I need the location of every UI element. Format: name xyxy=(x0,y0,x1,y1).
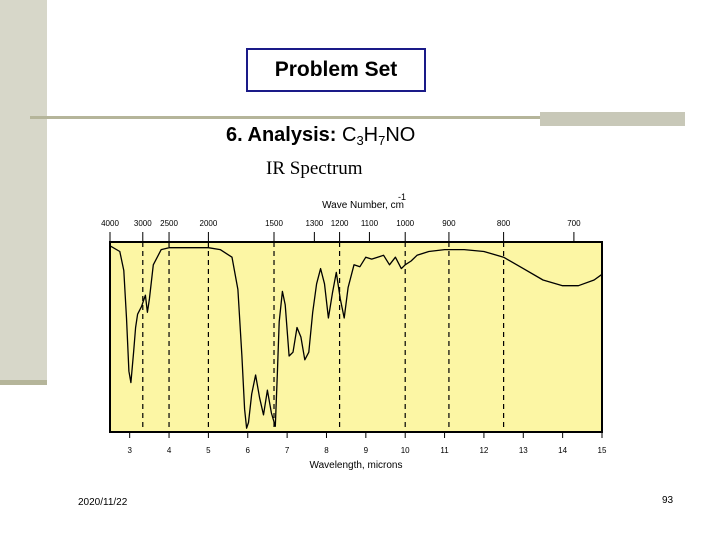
micron-tick-label: 3 xyxy=(127,446,132,455)
wavenumber-tick-label: 1300 xyxy=(305,219,323,228)
wavenumber-tick-label: 1500 xyxy=(265,219,283,228)
wavenumber-tick-label: 1100 xyxy=(361,219,379,228)
wavenumber-tick-label: 4000 xyxy=(101,219,119,228)
analysis-label: 6. Analysis: xyxy=(226,124,337,146)
micron-tick-label: 13 xyxy=(519,446,528,455)
slide-title: Problem Set xyxy=(246,48,426,92)
wavenumber-tick-label: 3000 xyxy=(134,219,152,228)
micron-tick-label: 15 xyxy=(598,446,607,455)
footer-date: 2020/11/22 xyxy=(78,497,128,508)
spectrum-title: IR Spectrum xyxy=(266,158,363,179)
micron-tick-label: 5 xyxy=(206,446,211,455)
micron-tick-label: 12 xyxy=(479,446,488,455)
plot-area xyxy=(110,242,602,432)
x-axis-label: Wavelength, microns xyxy=(310,460,403,471)
wavenumber-tick-label: 900 xyxy=(442,219,456,228)
micron-tick-label: 11 xyxy=(440,446,449,455)
analysis-heading: 6. Analysis: C3H7NO xyxy=(226,124,415,148)
top-axis-label: Wave Number, cm xyxy=(322,200,404,211)
micron-tick-label: 9 xyxy=(364,446,369,455)
spectrum-line xyxy=(109,245,603,429)
slide-title-text: Problem Set xyxy=(274,58,398,81)
plot-frame xyxy=(109,241,603,433)
micron-tick-label: 8 xyxy=(324,446,329,455)
wavenumber-tick-label: 1000 xyxy=(396,219,414,228)
left-decor-bar xyxy=(0,0,47,383)
wavenumber-tick-label: 800 xyxy=(497,219,511,228)
micron-tick-label: 10 xyxy=(401,446,410,455)
micron-tick-label: 4 xyxy=(167,446,172,455)
wavenumber-tick-label: 700 xyxy=(567,219,581,228)
micron-tick-label: 6 xyxy=(246,446,251,455)
title-rule xyxy=(30,116,540,119)
micron-tick-label: 14 xyxy=(558,446,567,455)
micron-tick-label: 7 xyxy=(285,446,290,455)
wavenumber-tick-label: 2000 xyxy=(200,219,218,228)
molecular-formula: C3H7NO xyxy=(341,124,416,148)
wavenumber-tick-label: 1200 xyxy=(331,219,349,228)
wavenumber-tick-label: 2500 xyxy=(160,219,178,228)
left-decor-bar-base xyxy=(0,380,47,385)
page-number: 93 xyxy=(662,495,674,506)
title-rule-accent xyxy=(540,112,685,126)
top-axis-label-superscript: -1 xyxy=(398,192,406,202)
